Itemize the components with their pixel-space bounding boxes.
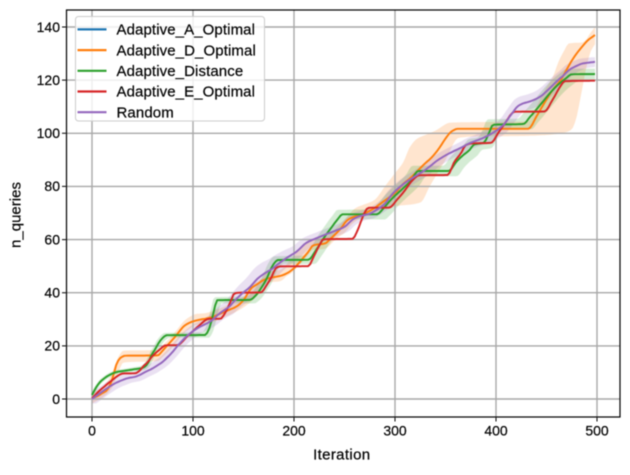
svg-text:80: 80 <box>44 178 60 194</box>
svg-text:Iteration: Iteration <box>313 447 370 464</box>
svg-text:140: 140 <box>37 19 61 35</box>
svg-text:20: 20 <box>44 338 60 354</box>
svg-text:60: 60 <box>44 231 60 247</box>
svg-text:300: 300 <box>383 423 407 439</box>
svg-text:500: 500 <box>585 423 609 439</box>
svg-text:Adaptive_D_Optimal: Adaptive_D_Optimal <box>117 42 256 59</box>
svg-text:Adaptive_E_Optimal: Adaptive_E_Optimal <box>117 84 256 101</box>
svg-text:n_queries: n_queries <box>8 182 25 248</box>
svg-text:0: 0 <box>52 391 60 407</box>
svg-text:100: 100 <box>37 125 61 141</box>
svg-text:40: 40 <box>44 285 60 301</box>
svg-text:400: 400 <box>484 423 508 439</box>
svg-text:0: 0 <box>88 423 96 439</box>
svg-text:120: 120 <box>37 72 61 88</box>
svg-text:Adaptive_A_Optimal: Adaptive_A_Optimal <box>117 22 256 39</box>
svg-text:200: 200 <box>282 423 306 439</box>
svg-text:Adaptive_Distance: Adaptive_Distance <box>117 63 244 80</box>
svg-text:Random: Random <box>117 104 174 121</box>
svg-text:100: 100 <box>181 423 205 439</box>
